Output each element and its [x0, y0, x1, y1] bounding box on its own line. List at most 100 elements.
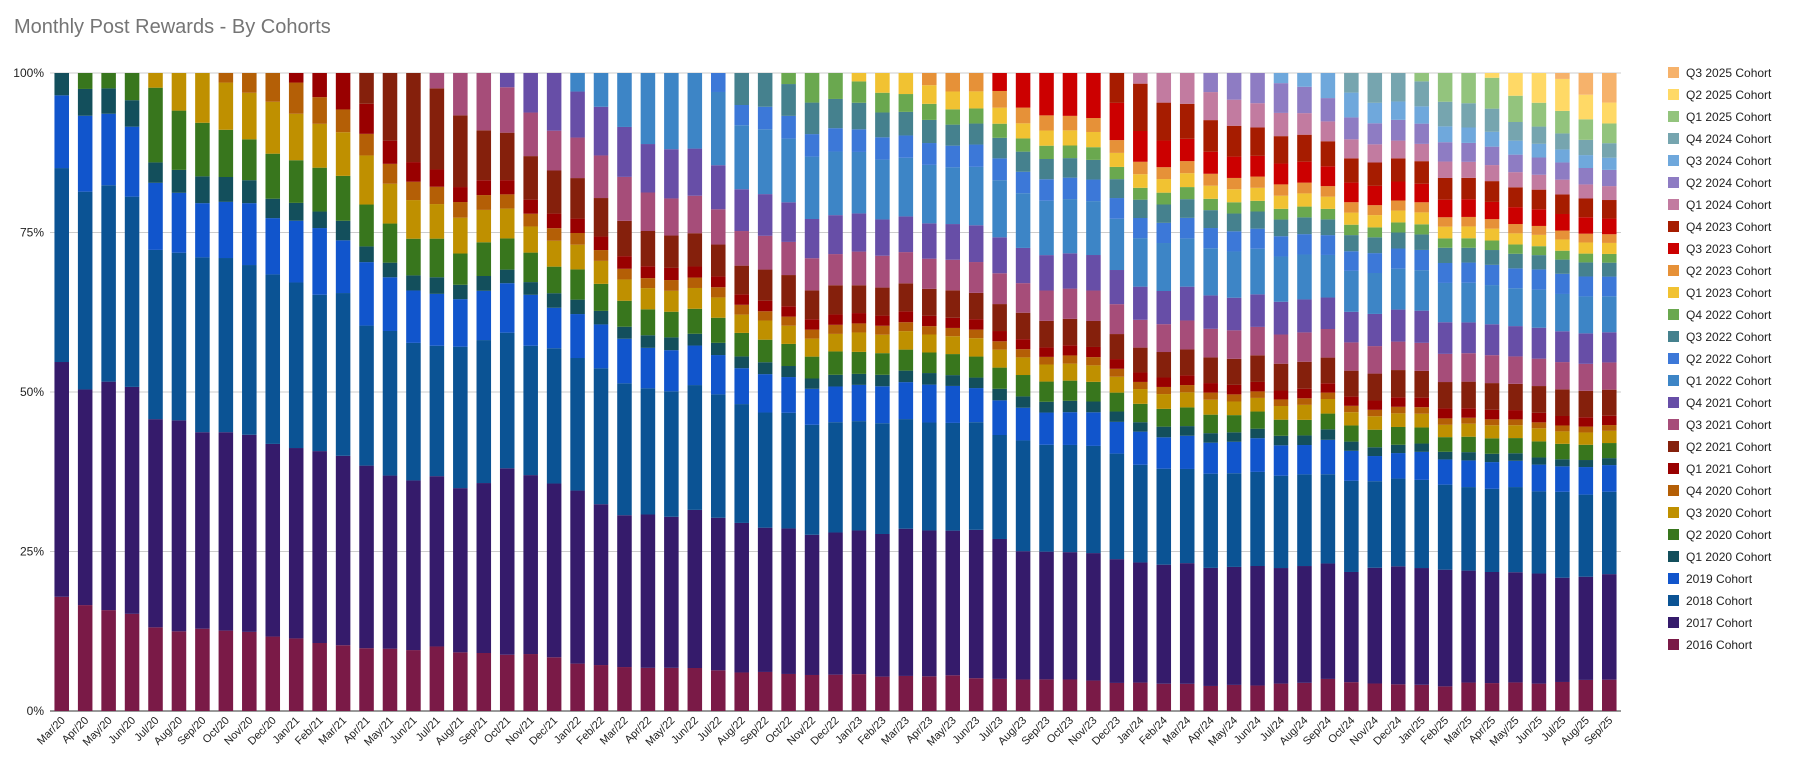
- bar-segment: [1250, 200, 1265, 212]
- bar-segment: [781, 306, 796, 317]
- bar-segment: [1484, 201, 1500, 220]
- bar-segment: [922, 103, 937, 120]
- bar-segment: [476, 130, 492, 181]
- bar-segment: [875, 334, 890, 354]
- bar-segment: [1344, 202, 1359, 213]
- legend-label: Q2 2024 Cohort: [1686, 176, 1772, 190]
- bar-segment: [898, 419, 914, 529]
- bar-segment: [1297, 254, 1312, 300]
- bar-segment: [1414, 479, 1429, 569]
- bar-segment: [1437, 226, 1453, 239]
- bar-segment: [1344, 571, 1359, 683]
- bar-segment: [968, 377, 984, 389]
- bar-segment: [1414, 123, 1429, 144]
- bar-segment: [195, 176, 210, 204]
- bar-segment: [218, 129, 234, 177]
- bar-segment: [1578, 119, 1594, 140]
- bar-segment: [757, 412, 773, 528]
- bar-segment: [288, 638, 304, 711]
- bar-segment: [1578, 253, 1594, 263]
- legend-label: Q3 2025 Cohort: [1686, 66, 1772, 80]
- legend-swatch: [1668, 199, 1679, 210]
- bar-segment: [1273, 435, 1289, 446]
- bar-segment: [1602, 443, 1617, 459]
- bar-segment: [406, 200, 421, 239]
- bar-segment: [945, 422, 961, 531]
- bar-segment: [1250, 294, 1265, 327]
- bar-segment: [875, 219, 890, 256]
- bar-segment: [1015, 407, 1031, 441]
- bar-segment: [593, 155, 609, 199]
- bar-segment: [1250, 228, 1265, 249]
- bar-segment: [1203, 210, 1218, 229]
- bar-segment: [406, 162, 421, 182]
- bar-segment: [54, 362, 69, 597]
- bar-segment: [1039, 412, 1054, 445]
- bar-segment: [1602, 143, 1617, 158]
- bar-segment: [406, 238, 421, 276]
- x-tick-label: Jun/25: [1513, 715, 1545, 747]
- bar-segment: [1484, 165, 1500, 182]
- bar-segment: [1367, 102, 1383, 124]
- bar-segment: [992, 180, 1007, 238]
- bar-segment: [288, 220, 304, 283]
- legend-swatch: [1668, 485, 1679, 496]
- bar-segment: [1226, 566, 1242, 685]
- bar-segment: [1109, 559, 1125, 683]
- bar-segment: [828, 98, 843, 129]
- y-tick-label: 100%: [13, 66, 44, 80]
- legend-label: 2018 Cohort: [1686, 594, 1753, 608]
- bar-segment: [523, 345, 538, 476]
- bar-segment: [1484, 462, 1500, 489]
- bar-segment: [1602, 123, 1617, 144]
- bar-segment: [851, 323, 867, 333]
- bar-segment: [1390, 140, 1406, 159]
- bar-segment: [1226, 202, 1242, 214]
- bar-segment: [1602, 491, 1617, 575]
- legend-label: Q2 2020 Cohort: [1686, 528, 1772, 542]
- bar-segment: [499, 238, 515, 270]
- bar-segment: [1578, 390, 1594, 418]
- bar-segment: [570, 663, 585, 711]
- bar-segment: [945, 259, 961, 291]
- bar-segment: [1226, 330, 1242, 359]
- bar-segment: [1414, 73, 1429, 82]
- bar-segment: [1015, 349, 1031, 358]
- bar-segment: [195, 432, 210, 629]
- bar-segment: [570, 218, 585, 234]
- bar-segment: [851, 251, 867, 286]
- bar-segment: [968, 166, 984, 226]
- bar-segment: [664, 391, 679, 517]
- bar-segment: [1437, 247, 1453, 263]
- bar-segment: [1508, 383, 1523, 411]
- bar-segment: [546, 73, 562, 131]
- bar-segment: [1133, 389, 1148, 404]
- bar-segment: [687, 333, 703, 346]
- bar-segment: [687, 277, 703, 288]
- bar-segment: [1133, 347, 1148, 373]
- bar-segment: [945, 530, 961, 676]
- bar-segment: [804, 258, 820, 291]
- bar-segment: [1414, 407, 1429, 414]
- bar-segment: [288, 282, 304, 449]
- bar-segment: [148, 627, 163, 711]
- bar-segment: [1297, 361, 1312, 389]
- bar-segment: [945, 124, 961, 146]
- bar-segment: [922, 384, 937, 423]
- bar-segment: [218, 73, 234, 83]
- bar-segment: [828, 151, 843, 216]
- bar-segment: [1461, 460, 1476, 488]
- bar-segment: [851, 384, 867, 422]
- bar-segment: [898, 111, 914, 136]
- bar-segment: [1086, 201, 1101, 256]
- bar-segment: [1273, 683, 1289, 711]
- bar-segment: [171, 192, 187, 253]
- bar-segment: [992, 73, 1007, 91]
- bar-segment: [664, 337, 679, 351]
- bar-segment: [804, 73, 820, 103]
- bar-segment: [218, 258, 234, 433]
- bar-segment: [1226, 441, 1242, 474]
- bar-segment: [851, 313, 867, 324]
- bar-segment: [1156, 73, 1172, 103]
- bar-segment: [1437, 353, 1453, 383]
